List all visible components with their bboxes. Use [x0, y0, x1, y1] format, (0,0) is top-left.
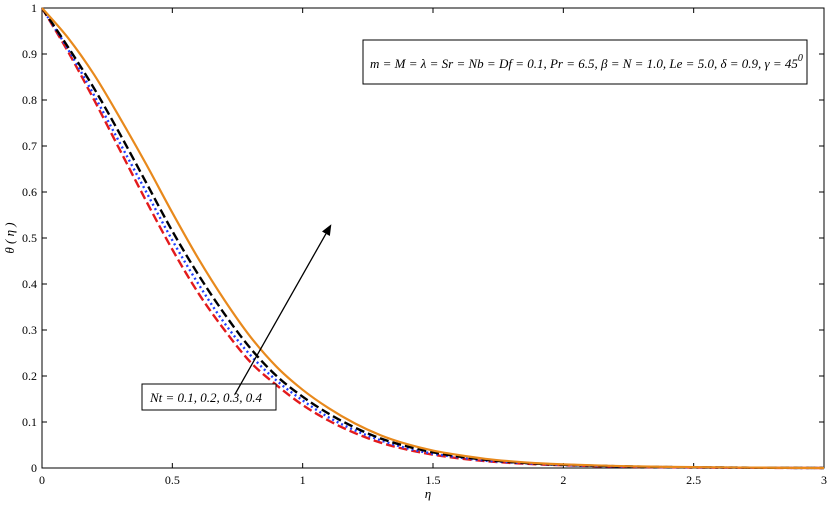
- y-tick-label: 0.5: [22, 231, 37, 245]
- y-tick-label: 0.7: [22, 139, 37, 153]
- y-tick-label: 0: [31, 461, 37, 475]
- x-axis-label: η: [425, 486, 431, 501]
- y-tick-label: 0.4: [22, 277, 37, 291]
- x-tick-label: 2.5: [686, 473, 701, 487]
- y-tick-label: 0.8: [22, 93, 37, 107]
- nt-label: Nt = 0.1, 0.2, 0.3, 0.4: [149, 390, 263, 405]
- y-tick-label: 0.6: [22, 185, 37, 199]
- series-group: [40, 7, 825, 470]
- trend-arrow: [234, 233, 327, 395]
- series-line-4: [41, 7, 825, 470]
- params-annotation-sup: 0: [798, 53, 803, 64]
- y-tick-label: 0.9: [22, 47, 37, 61]
- params-annotation: m = M = λ = Sr = Nb = Df = 0.1, Pr = 6.5…: [370, 53, 803, 71]
- params-box: [362, 39, 808, 85]
- y-tick-label: 0.2: [22, 369, 37, 383]
- y-tick-label: 0.1: [22, 415, 37, 429]
- nt-label-box: [141, 383, 277, 411]
- x-axis-ticks: 0 0.5 1 1.5 2 2.5 3: [39, 8, 827, 487]
- params-annotation-text: m = M = λ = Sr = Nb = Df = 0.1, Pr = 6.5…: [370, 56, 798, 71]
- x-tick-label: 0: [39, 473, 45, 487]
- x-tick-label: 2: [560, 473, 566, 487]
- y-axis-label: θ ( η ): [2, 222, 17, 253]
- annotations: m = M = λ = Sr = Nb = Df = 0.1, Pr = 6.5…: [141, 39, 808, 411]
- x-tick-label: 1.5: [426, 473, 441, 487]
- x-tick-label: 0.5: [165, 473, 180, 487]
- trend-arrow-head: [322, 224, 332, 236]
- x-tick-label: 3: [821, 473, 827, 487]
- x-tick-label: 1: [300, 473, 306, 487]
- y-tick-label: 0.3: [22, 323, 37, 337]
- y-tick-label: 1: [31, 1, 37, 15]
